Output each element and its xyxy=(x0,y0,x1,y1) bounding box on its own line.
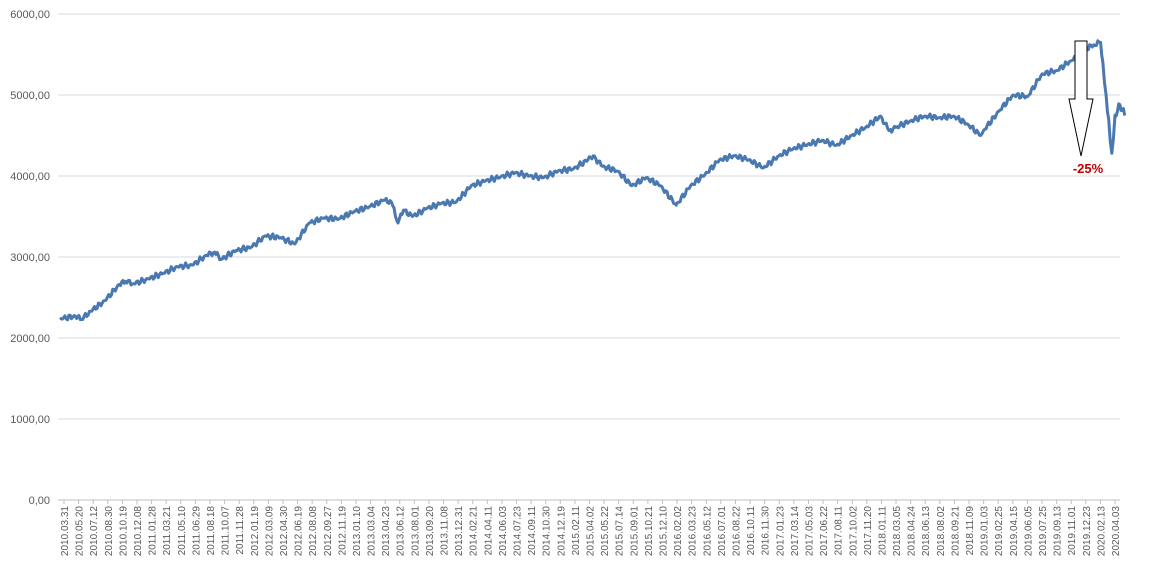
x-tick-label: 2013.12.31 xyxy=(454,506,465,556)
x-tick-label: 2014.04.11 xyxy=(483,506,494,556)
x-tick-label: 2016.07.01 xyxy=(717,506,728,556)
y-tick-label: 0,00 xyxy=(29,495,50,507)
y-tick-label: 4000,00 xyxy=(10,171,50,183)
x-tick-label: 2017.08.11 xyxy=(834,506,845,556)
x-tick-label: 2015.10.21 xyxy=(644,506,655,556)
x-tick-label: 2019.11.01 xyxy=(1067,506,1078,556)
x-tick-label: 2011.08.18 xyxy=(206,506,217,556)
y-tick-label: 2000,00 xyxy=(10,333,50,345)
x-tick-label: 2010.05.20 xyxy=(75,506,86,556)
x-tick-label: 2012.06.19 xyxy=(294,506,305,556)
x-tick-label: 2020.04.03 xyxy=(1111,506,1122,556)
x-tick-label: 2013.08.01 xyxy=(410,506,421,556)
x-tick-label: 2010.08.30 xyxy=(104,506,115,556)
x-tick-label: 2011.03.21 xyxy=(162,506,173,556)
x-tick-label: 2018.01.11 xyxy=(877,506,888,556)
y-tick-label: 3000,00 xyxy=(10,252,50,264)
x-tick-label: 2017.03.14 xyxy=(790,506,801,556)
x-tick-label: 2015.09.01 xyxy=(629,506,640,556)
x-tick-label: 2015.07.14 xyxy=(615,506,626,556)
x-tick-label: 2017.01.23 xyxy=(775,506,786,556)
x-tick-label: 2015.02.11 xyxy=(571,506,582,556)
y-tick-label: 5000,00 xyxy=(10,90,50,102)
x-tick-label: 2011.11.28 xyxy=(235,506,246,555)
x-tick-label: 2017.10.02 xyxy=(848,506,859,556)
x-tick-label: 2016.03.23 xyxy=(688,506,699,556)
x-tick-label: 2018.06.13 xyxy=(921,506,932,556)
drawdown-label: -25% xyxy=(1073,161,1104,176)
gridlines xyxy=(58,13,1120,501)
series-group xyxy=(59,39,1126,322)
x-tick-label: 2013.11.08 xyxy=(440,506,451,556)
x-tick-label: 2011.05.10 xyxy=(177,506,188,556)
x-tick-label: 2019.12.23 xyxy=(1082,506,1093,556)
drawdown-arrow-icon xyxy=(1068,40,1094,157)
x-tick-label: 2010.10.19 xyxy=(118,506,129,556)
x-tick-label: 2018.09.21 xyxy=(950,506,961,556)
x-tick-label: 2013.01.10 xyxy=(352,506,363,556)
drawdown-annotation: -25% xyxy=(1068,40,1104,176)
x-tick-label: 2012.03.09 xyxy=(264,506,275,556)
x-tick-label: 2011.10.07 xyxy=(221,506,232,556)
x-tick-label: 2010.12.08 xyxy=(133,506,144,556)
x-tick-label: 2010.07.12 xyxy=(89,506,100,556)
x-tick-label: 2014.10.30 xyxy=(542,506,553,556)
x-tick-label: 2011.06.29 xyxy=(191,506,202,556)
x-tick-label: 2019.04.15 xyxy=(1009,506,1020,556)
x-tick-label: 2010.03.31 xyxy=(60,506,71,556)
x-tick-label: 2012.04.30 xyxy=(279,506,290,556)
x-tick-label: 2012.11.19 xyxy=(337,506,348,556)
x-tick-label: 2018.03.05 xyxy=(892,506,903,556)
x-tick-label: 2019.09.13 xyxy=(1053,506,1064,556)
x-tick-label: 2011.01.28 xyxy=(148,506,159,556)
x-tick-label: 2012.08.08 xyxy=(308,506,319,556)
x-tick-label: 2015.12.10 xyxy=(658,506,669,556)
x-tick-label: 2012.09.27 xyxy=(323,506,334,556)
x-tick-label: 2017.06.22 xyxy=(819,506,830,556)
x-tick-label: 2013.09.20 xyxy=(425,506,436,556)
x-tick-label: 2016.08.22 xyxy=(731,506,742,556)
x-tick-label: 2019.06.05 xyxy=(1023,506,1034,556)
series-line-0 xyxy=(59,39,1126,322)
x-tick-label: 2013.04.23 xyxy=(381,506,392,556)
y-axis: 0,00 1000,00 2000,00 3000,00 4000,00 5000,00 6… xyxy=(10,9,50,507)
y-tick-label: 1000,00 xyxy=(10,414,50,426)
x-tick-label: 2014.06.03 xyxy=(498,506,509,556)
x-tick-label: 2019.02.25 xyxy=(994,506,1005,556)
x-tick-label: 2014.07.23 xyxy=(513,506,524,556)
x-tick-label: 2018.08.02 xyxy=(936,506,947,556)
x-tick-label: 2013.03.04 xyxy=(367,506,378,556)
x-tick-label: 2016.11.30 xyxy=(761,506,772,556)
x-tick-label: 2019.01.03 xyxy=(980,506,991,556)
x-tick-label: 2013.06.12 xyxy=(396,506,407,556)
x-tick-label: 2017.11.20 xyxy=(863,506,874,556)
x-tick-label: 2018.11.09 xyxy=(965,506,976,556)
x-axis: 2010.03.31 2010.05.20 2010.07.12 2010.08.30… xyxy=(60,500,1122,556)
x-tick-label: 2020.02.13 xyxy=(1096,506,1107,556)
y-tick-label: 6000,00 xyxy=(10,9,50,21)
x-tick-label: 2014.09.11 xyxy=(527,506,538,556)
x-tick-label: 2016.02.02 xyxy=(673,506,684,556)
x-tick-label: 2019.07.25 xyxy=(1038,506,1049,556)
x-tick-label: 2016.05.12 xyxy=(702,506,713,556)
x-tick-label: 2017.05.03 xyxy=(804,506,815,556)
x-tick-label: 2012.01.19 xyxy=(250,506,261,556)
x-tick-label: 2014.12.19 xyxy=(556,506,567,556)
x-tick-label: 2015.04.02 xyxy=(586,506,597,556)
x-tick-label: 2015.05.22 xyxy=(600,506,611,556)
x-tick-label: 2014.02.21 xyxy=(469,506,480,556)
x-tick-label: 2016.10.11 xyxy=(746,506,757,556)
x-tick-label: 2018.04.24 xyxy=(907,506,918,556)
